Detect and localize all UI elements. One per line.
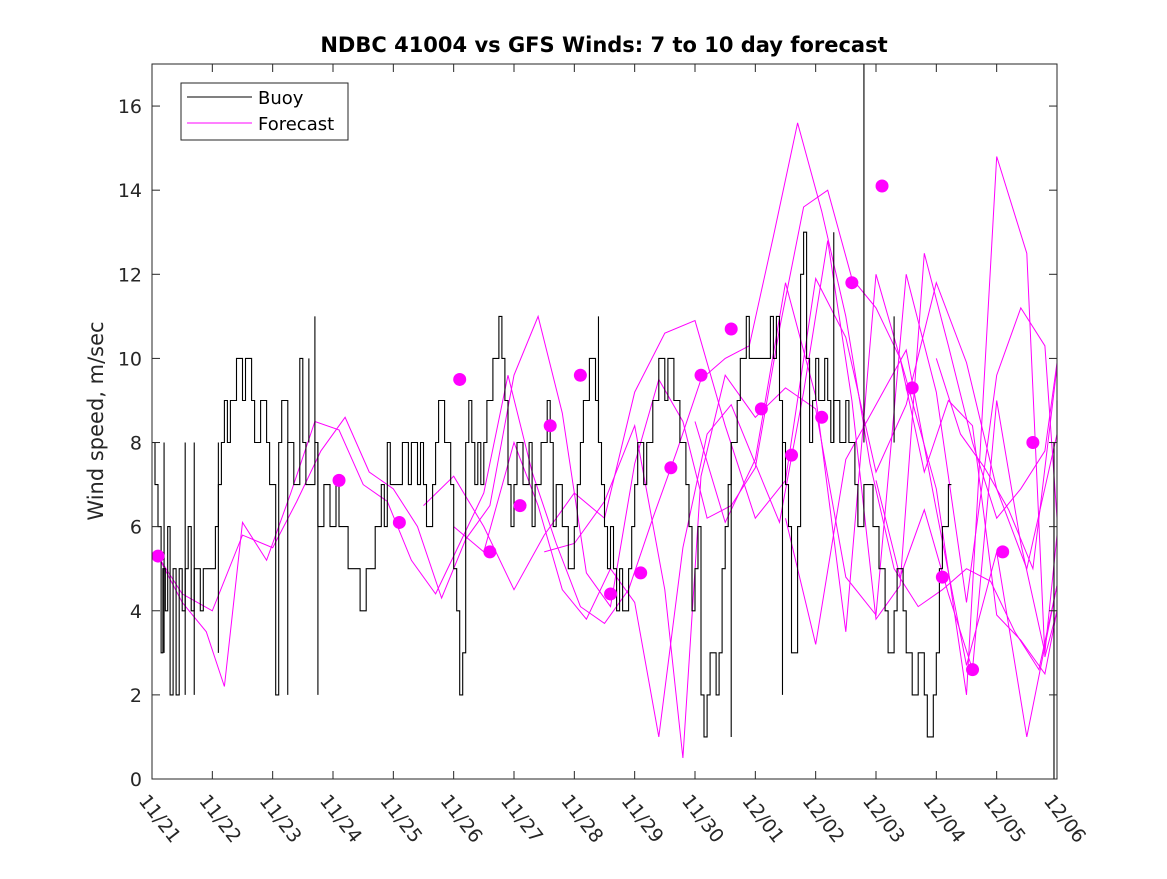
- y-tick-label: 12: [118, 264, 142, 286]
- forecast-point: [1026, 436, 1040, 450]
- y-tick-label: 6: [130, 517, 142, 539]
- y-axis: 0 2 4 6 8 10 12 14 16: [118, 96, 1057, 791]
- forecast-point: [694, 368, 708, 382]
- y-tick-label: 0: [130, 769, 142, 791]
- forecast-point: [604, 587, 618, 601]
- forecast-points: [151, 179, 1040, 677]
- plot-frame: [151, 63, 1058, 780]
- forecast-line-1: [157, 122, 1058, 687]
- forecast-point: [392, 515, 406, 529]
- forecast-point: [543, 419, 557, 433]
- forecast-point: [935, 570, 949, 584]
- forecast-point: [875, 179, 889, 193]
- y-axis-label: Wind speed, m/sec: [84, 321, 108, 520]
- y-tick-label: 10: [118, 348, 142, 370]
- y-tick-label: 2: [130, 685, 142, 707]
- forecast-point: [966, 663, 980, 677]
- legend-forecast-label: Forecast: [258, 114, 334, 135]
- y-tick-label: 14: [118, 180, 142, 202]
- forecast-point: [151, 549, 165, 563]
- forecast-point: [634, 566, 648, 580]
- forecast-point: [332, 473, 346, 487]
- forecast-point: [483, 545, 497, 559]
- forecast-point: [754, 402, 768, 416]
- forecast-line-7: [785, 348, 1058, 737]
- forecast-point: [785, 448, 799, 462]
- forecast-line-4: [453, 240, 1058, 737]
- forecast-point: [573, 368, 587, 382]
- forecast-point: [996, 545, 1010, 559]
- chart-title: NDBC 41004 vs GFS Winds: 7 to 10 day for…: [320, 33, 887, 57]
- forecast-line-2: [157, 189, 1058, 676]
- forecast-line-6: [694, 156, 1058, 695]
- y-tick-label: 4: [130, 601, 142, 623]
- forecast-point: [453, 372, 467, 386]
- legend-box: [180, 82, 349, 141]
- legend-buoy-label: Buoy: [258, 88, 304, 109]
- forecast-line-3: [423, 276, 1058, 591]
- forecast-point: [845, 276, 859, 290]
- forecast-point: [724, 322, 738, 336]
- y-tick-label: 8: [130, 433, 142, 455]
- legend: Buoy Forecast: [180, 82, 349, 141]
- forecast-point: [905, 381, 919, 395]
- forecast-point: [513, 499, 527, 513]
- forecast-point: [664, 461, 678, 475]
- forecast-line-9: [935, 358, 1058, 571]
- y-tick-label: 16: [118, 96, 142, 118]
- buoy-line: [152, 231, 952, 738]
- forecast-point: [815, 410, 829, 424]
